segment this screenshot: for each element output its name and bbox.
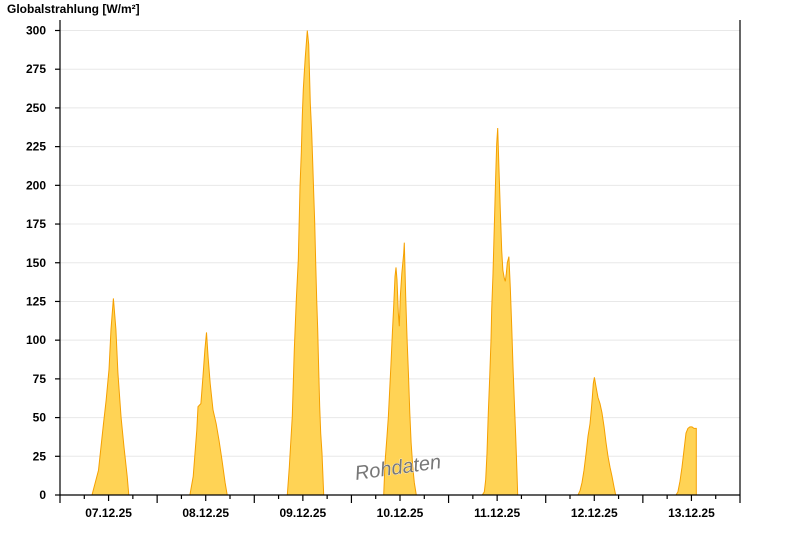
area-2025-12-07	[91, 298, 130, 496]
x-tick-label: 11.12.25	[474, 506, 520, 520]
y-tick-label: 75	[33, 372, 47, 386]
y-tick-label: 0	[39, 488, 46, 502]
area-2025-12-08	[189, 332, 228, 496]
y-tick-label: 25	[33, 449, 47, 463]
x-axis-ticks: 07.12.25 08.12.25 09.12.25 10.12.25 11.12.25…	[59, 495, 741, 520]
y-axis-ticks: 0 25 50 75 100 125 150 175 200 225 250 275 300	[26, 24, 60, 502]
x-tick-label: 09.12.25	[279, 506, 326, 520]
area-2025-12-09	[286, 30, 325, 496]
y-tick-label: 275	[26, 62, 46, 76]
y-tick-label: 225	[26, 140, 46, 154]
x-tick-label: 08.12.25	[182, 506, 229, 520]
x-tick-label: 13.12.25	[668, 506, 715, 520]
x-tick-label: 12.12.25	[571, 506, 618, 520]
y-tick-label: 150	[26, 256, 46, 270]
y-tick-label: 125	[26, 294, 46, 308]
x-tick-label: 10.12.25	[377, 506, 424, 520]
data-areas	[91, 30, 697, 496]
area-2025-12-11	[481, 127, 519, 496]
chart-title: Globalstrahlung [W/m²]	[7, 2, 140, 16]
y-tick-label: 250	[26, 101, 46, 115]
y-tick-label: 100	[26, 333, 46, 347]
y-tick-label: 50	[33, 411, 47, 425]
y-tick-label: 200	[26, 178, 46, 192]
area-2025-12-12	[577, 377, 617, 496]
area-2025-12-13	[675, 426, 697, 496]
x-tick-label: 07.12.25	[85, 506, 132, 520]
y-tick-label: 175	[26, 217, 46, 231]
y-tick-label: 300	[26, 24, 46, 38]
area-2025-12-10	[383, 242, 417, 496]
